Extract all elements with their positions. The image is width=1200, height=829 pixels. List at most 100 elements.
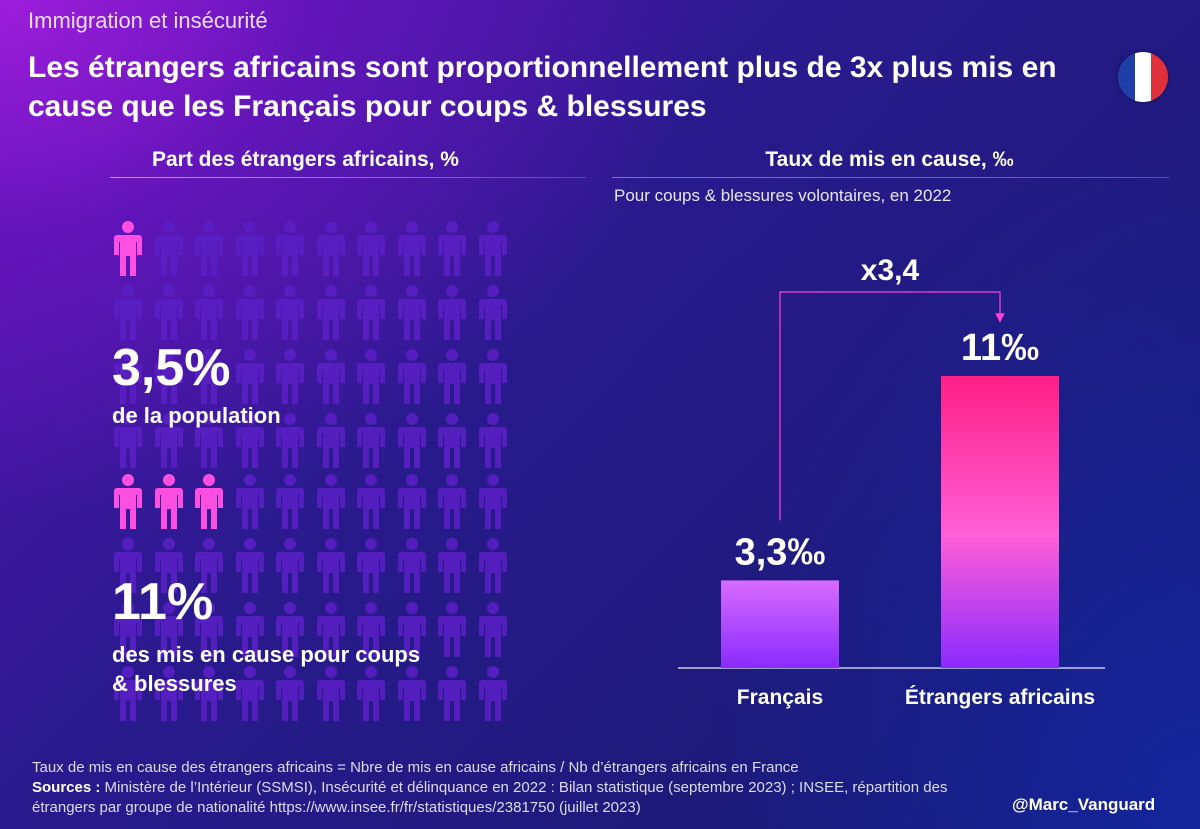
mis-en-cause-person-icon: [114, 474, 142, 529]
mis-en-cause-label: des mis en cause pour coups & blessures: [112, 642, 421, 696]
sources: Sources : Ministère de l’Intérieur (SSMS…: [32, 778, 982, 818]
mis-en-cause-person-icon: [276, 538, 304, 593]
mis-en-cause-person-icon: [195, 538, 223, 593]
mis-en-cause-person-icon: [438, 538, 466, 593]
population-percentage: 3,5%: [112, 339, 231, 397]
mis-en-cause-person-icon: [276, 666, 304, 721]
flag-stripe-red: [1151, 52, 1168, 102]
population-person-icon: [357, 285, 385, 340]
right-section-title: Taux de mis en cause, ‰: [765, 148, 1014, 171]
mis-en-cause-person-icon: [154, 602, 183, 657]
multiplier-bracket: [779, 291, 1005, 521]
population-person-icon: [478, 285, 507, 340]
mis-en-cause-person-icon: [276, 602, 304, 657]
population-person-icon: [154, 285, 183, 340]
france-flag-icon: [1118, 52, 1168, 102]
bar-francais: [721, 580, 839, 668]
mis-en-cause-person-icon: [316, 538, 345, 593]
mis-en-cause-person-icon: [276, 474, 304, 529]
population-person-icon: [316, 349, 345, 404]
population-person-icon: [478, 413, 507, 468]
multiplier-annotation: x3,4: [861, 254, 920, 287]
population-person-icon: [397, 221, 426, 276]
mis-en-cause-person-icon: [114, 602, 142, 657]
population-person-icon: [154, 221, 183, 276]
mis-en-cause-percentage: 11%: [112, 573, 214, 631]
mis-en-cause-person-icon: [195, 602, 223, 657]
population-person-icon: [357, 413, 385, 468]
mis-en-cause-person-icon: [316, 474, 345, 529]
chart-subtitle: Pour coups & blessures volontaires, en 2…: [614, 186, 952, 205]
population-person-icon: [276, 221, 304, 276]
mis-en-cause-person-icon: [357, 474, 385, 529]
footnote: Taux de mis en cause des étrangers afric…: [32, 759, 799, 776]
sources-text: Ministère de l’Intérieur (SSMSI), Insécu…: [32, 779, 948, 816]
population-person-icon: [397, 285, 426, 340]
population-person-icon: [195, 221, 223, 276]
mis-en-cause-person-icon: [235, 474, 264, 529]
mis-en-cause-person-icon: [438, 474, 466, 529]
population-person-icon: [114, 349, 142, 404]
mis-en-cause-person-icon: [357, 666, 385, 721]
mis-en-cause-person-icon: [478, 474, 507, 529]
mis-en-cause-person-icon: [478, 538, 507, 593]
flag-stripe-white: [1134, 52, 1152, 102]
mis-en-cause-person-icon: [235, 538, 264, 593]
population-person-icon: [276, 285, 304, 340]
population-person-icon: [276, 349, 304, 404]
main-title: Les étrangers africains sont proportionn…: [28, 51, 1057, 123]
mis-en-cause-person-icon: [478, 666, 507, 721]
mis-en-cause-person-icon: [316, 666, 345, 721]
bar-etrangers-africains: [941, 376, 1059, 668]
population-person-icon: [235, 221, 264, 276]
population-person-icon: [195, 349, 223, 404]
population-person-icon: [195, 285, 223, 340]
mis-en-cause-person-icon: [154, 538, 183, 593]
mis-en-cause-person-icon: [316, 602, 345, 657]
mis-en-cause-person-icon: [114, 538, 142, 593]
population-person-icon: [316, 413, 345, 468]
mis-en-cause-person-icon: [154, 666, 183, 721]
population-person-icon: [114, 285, 142, 340]
population-person-icon: [438, 221, 466, 276]
population-person-icon: [357, 221, 385, 276]
population-person-icon: [316, 221, 345, 276]
population-person-icon: [195, 413, 223, 468]
population-person-icon: [154, 349, 183, 404]
population-label: de la population: [112, 403, 281, 428]
value-label-etrangers-africains: 11‰: [961, 327, 1039, 369]
mis-en-cause-person-icon: [195, 666, 223, 721]
mis-en-cause-person-icon: [438, 666, 466, 721]
mis-en-cause-person-icon: [357, 602, 385, 657]
population-person-icon: [397, 349, 426, 404]
population-person-icon: [114, 221, 142, 276]
population-person-icon: [235, 349, 264, 404]
population-person-icon: [478, 349, 507, 404]
bar-chart: 3,3‰ 11‰ Français Étrangers africains x3…: [678, 254, 1105, 709]
population-person-icon: [438, 349, 466, 404]
mis-en-cause-person-icon: [397, 538, 426, 593]
mis-en-cause-person-icon: [154, 474, 183, 529]
mis-en-cause-person-icon: [397, 602, 426, 657]
sources-label: Sources :: [32, 779, 101, 796]
mis-en-cause-person-icon: [438, 602, 466, 657]
mis-en-cause-person-icon: [235, 602, 264, 657]
pictogram-area: [114, 221, 507, 721]
population-person-icon: [478, 221, 507, 276]
population-person-icon: [438, 285, 466, 340]
population-person-icon: [154, 413, 183, 468]
population-person-icon: [235, 413, 264, 468]
population-person-icon: [438, 413, 466, 468]
kicker-title: Immigration et insécurité: [28, 8, 268, 33]
population-person-icon: [235, 285, 264, 340]
mis-en-cause-person-icon: [397, 666, 426, 721]
category-label-francais: Français: [737, 686, 823, 709]
author-handle: @Marc_Vanguard: [1012, 795, 1156, 814]
left-section-title: Part des étrangers africains, %: [152, 148, 459, 171]
mis-en-cause-person-icon: [195, 474, 223, 529]
mis-en-cause-person-icon: [235, 666, 264, 721]
population-person-icon: [114, 413, 142, 468]
category-label-etrangers-africains: Étrangers africains: [905, 686, 1095, 709]
mis-en-cause-person-icon: [397, 474, 426, 529]
left-divider: [110, 177, 586, 178]
